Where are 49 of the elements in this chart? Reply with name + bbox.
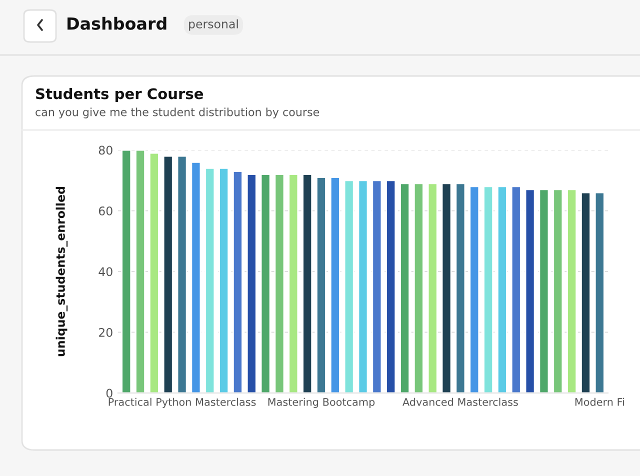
bar (413, 182, 424, 393)
bar (246, 174, 257, 393)
x-tick-label: Modern Fi (575, 398, 624, 406)
bar (469, 186, 480, 393)
y-tick-label: 0 (106, 388, 112, 398)
bar (302, 174, 313, 393)
bar (400, 182, 410, 393)
bar (455, 182, 466, 393)
x-tick-label: Mastering Bootcamp (268, 398, 375, 408)
bar (176, 155, 188, 393)
bar (580, 192, 591, 393)
bar (260, 174, 271, 393)
x-tick-label: Practical Python Masterclass (108, 398, 256, 408)
y-tick-label: 40 (98, 267, 112, 276)
bar (344, 180, 354, 393)
bar (594, 192, 605, 393)
y-tick-label: 20 (98, 328, 112, 337)
bar (288, 174, 299, 393)
bar (538, 188, 550, 393)
bar (121, 150, 132, 393)
bar (427, 182, 438, 393)
bar (148, 152, 160, 393)
bar (232, 170, 243, 393)
text: personal (189, 19, 238, 31)
bar (274, 174, 285, 393)
bar (441, 182, 452, 393)
bar (524, 188, 536, 393)
chart-title: Students per Course (36, 88, 204, 102)
bar (162, 155, 174, 393)
bar (552, 188, 564, 393)
bar (190, 161, 202, 393)
bar (204, 168, 216, 393)
y-tick-label: 80 (98, 146, 112, 155)
bar (316, 176, 326, 393)
y-axis-title: unique_students_enrolled (56, 186, 68, 356)
bar (358, 180, 368, 393)
bar (566, 188, 578, 393)
bar (386, 180, 396, 393)
bar (483, 186, 494, 393)
bar (372, 180, 382, 393)
x-tick-label: Advanced Masterclass (402, 398, 518, 406)
text: Dashboard (68, 16, 166, 30)
bar (218, 168, 230, 393)
y-tick-label: 60 (98, 206, 112, 216)
bar (330, 176, 340, 393)
bar (496, 186, 508, 393)
bar (135, 150, 146, 393)
chart-subtitle: can you give me the student distribution by course (36, 108, 320, 118)
bar (510, 186, 522, 393)
